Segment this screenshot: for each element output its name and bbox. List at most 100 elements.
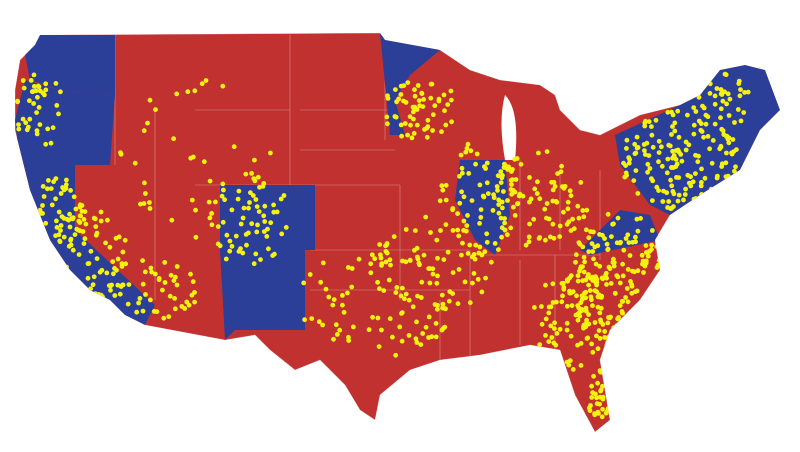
location-dot (381, 288, 387, 293)
location-dot (437, 198, 443, 204)
location-dot (418, 295, 424, 300)
location-dot (575, 342, 580, 348)
location-dot (233, 233, 239, 239)
location-dot (15, 98, 20, 104)
location-dot (526, 239, 532, 245)
location-dot (270, 253, 276, 258)
location-dot (586, 405, 592, 411)
location-dot (567, 288, 572, 294)
location-dot (160, 287, 165, 293)
location-dot (56, 111, 61, 117)
location-dot (738, 118, 744, 124)
location-dot (398, 293, 404, 299)
location-dot (485, 191, 491, 197)
location-dot (691, 122, 697, 128)
location-dot (594, 395, 599, 401)
location-dot (318, 279, 324, 285)
location-dot (633, 234, 638, 240)
location-dot (552, 326, 557, 331)
location-dot (585, 335, 591, 341)
location-dot (646, 119, 652, 124)
location-dot (416, 98, 422, 103)
location-dot (584, 317, 589, 323)
location-dot (413, 228, 418, 234)
location-dot (594, 276, 600, 282)
location-dot (54, 218, 59, 224)
location-dot (253, 251, 259, 257)
location-dot (82, 236, 88, 242)
location-dot (738, 87, 743, 92)
location-dot (625, 299, 631, 305)
location-dot (235, 196, 241, 202)
location-dot (16, 126, 22, 132)
location-dot (151, 309, 157, 314)
location-dot (505, 198, 510, 203)
location-dot (412, 93, 418, 99)
location-dot (443, 197, 449, 203)
location-dot (68, 236, 74, 242)
location-dot (671, 204, 676, 210)
location-dot (499, 225, 505, 231)
location-dot (370, 314, 375, 320)
location-dot (405, 132, 410, 138)
location-dot (283, 225, 289, 230)
location-dot (71, 194, 77, 200)
location-dot (439, 129, 444, 135)
location-dot (449, 119, 454, 125)
location-dot (48, 140, 54, 146)
location-dot (405, 80, 411, 85)
location-dot (468, 148, 474, 154)
location-dot (440, 187, 446, 193)
location-dot (591, 373, 596, 379)
location-dot (548, 304, 554, 310)
location-dot (43, 220, 49, 226)
location-dot (423, 324, 429, 330)
location-dot (552, 320, 557, 326)
location-dot (207, 178, 213, 184)
location-dot (43, 87, 49, 93)
location-dot (271, 202, 276, 208)
location-dot (186, 302, 192, 308)
location-dot (466, 171, 472, 176)
location-dot (656, 188, 661, 194)
location-dot (63, 182, 69, 188)
location-dot (94, 256, 100, 261)
location-dot (596, 328, 602, 333)
location-dot (575, 203, 581, 209)
location-dot (425, 117, 431, 123)
location-dot (501, 189, 506, 194)
location-dot (508, 177, 514, 183)
location-dot (450, 270, 456, 275)
location-dot (727, 96, 733, 102)
location-dot (698, 127, 704, 133)
location-dot (435, 302, 440, 308)
location-dot (665, 205, 670, 210)
location-dot (203, 78, 209, 83)
location-dot (398, 92, 404, 97)
location-dot (568, 193, 574, 199)
location-dot (201, 159, 207, 165)
location-dot (551, 179, 557, 185)
location-dot (261, 213, 267, 219)
location-dot (253, 197, 259, 202)
location-dot (140, 258, 146, 263)
location-dot (612, 290, 618, 296)
location-dot (537, 196, 543, 202)
location-dot (726, 113, 732, 118)
location-dot (639, 252, 645, 258)
location-dot (136, 300, 142, 306)
location-dot (672, 120, 678, 126)
location-dot (37, 88, 43, 94)
location-dot (539, 304, 544, 309)
location-dot (723, 72, 729, 78)
location-dot (116, 234, 122, 240)
location-dot (561, 280, 566, 286)
location-dot (215, 224, 221, 230)
location-dot (88, 248, 94, 254)
location-dot (70, 247, 76, 253)
location-dot (383, 259, 389, 265)
location-dot (583, 305, 589, 311)
location-dot (550, 187, 556, 193)
location-dot (567, 188, 573, 194)
